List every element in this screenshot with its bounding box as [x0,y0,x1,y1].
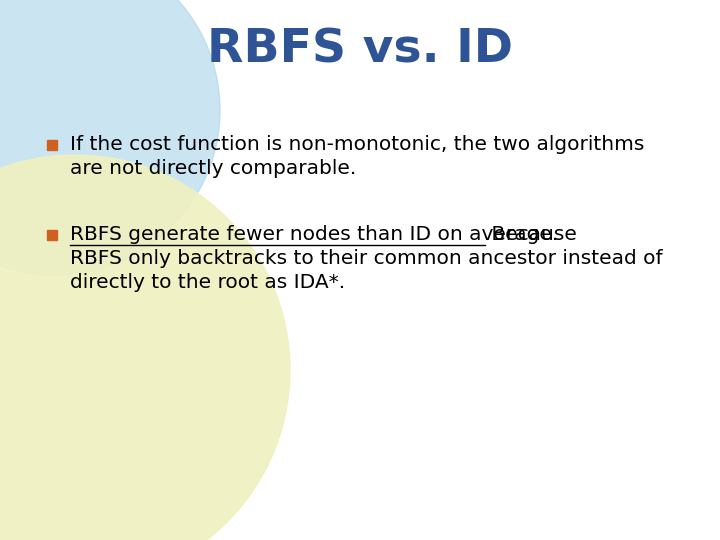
Text: If the cost function is non-monotonic, the two algorithms: If the cost function is non-monotonic, t… [70,136,644,154]
Text: RBFS generate fewer nodes than ID on average.: RBFS generate fewer nodes than ID on ave… [70,226,558,245]
Circle shape [0,155,290,540]
Circle shape [0,0,220,275]
Text: RBFS vs. ID: RBFS vs. ID [207,28,513,72]
Text: are not directly comparable.: are not directly comparable. [70,159,356,179]
Text: RBFS only backtracks to their common ancestor instead of: RBFS only backtracks to their common anc… [70,249,662,268]
Text: Because: Because [485,226,577,245]
Text: directly to the root as IDA*.: directly to the root as IDA*. [70,273,345,293]
